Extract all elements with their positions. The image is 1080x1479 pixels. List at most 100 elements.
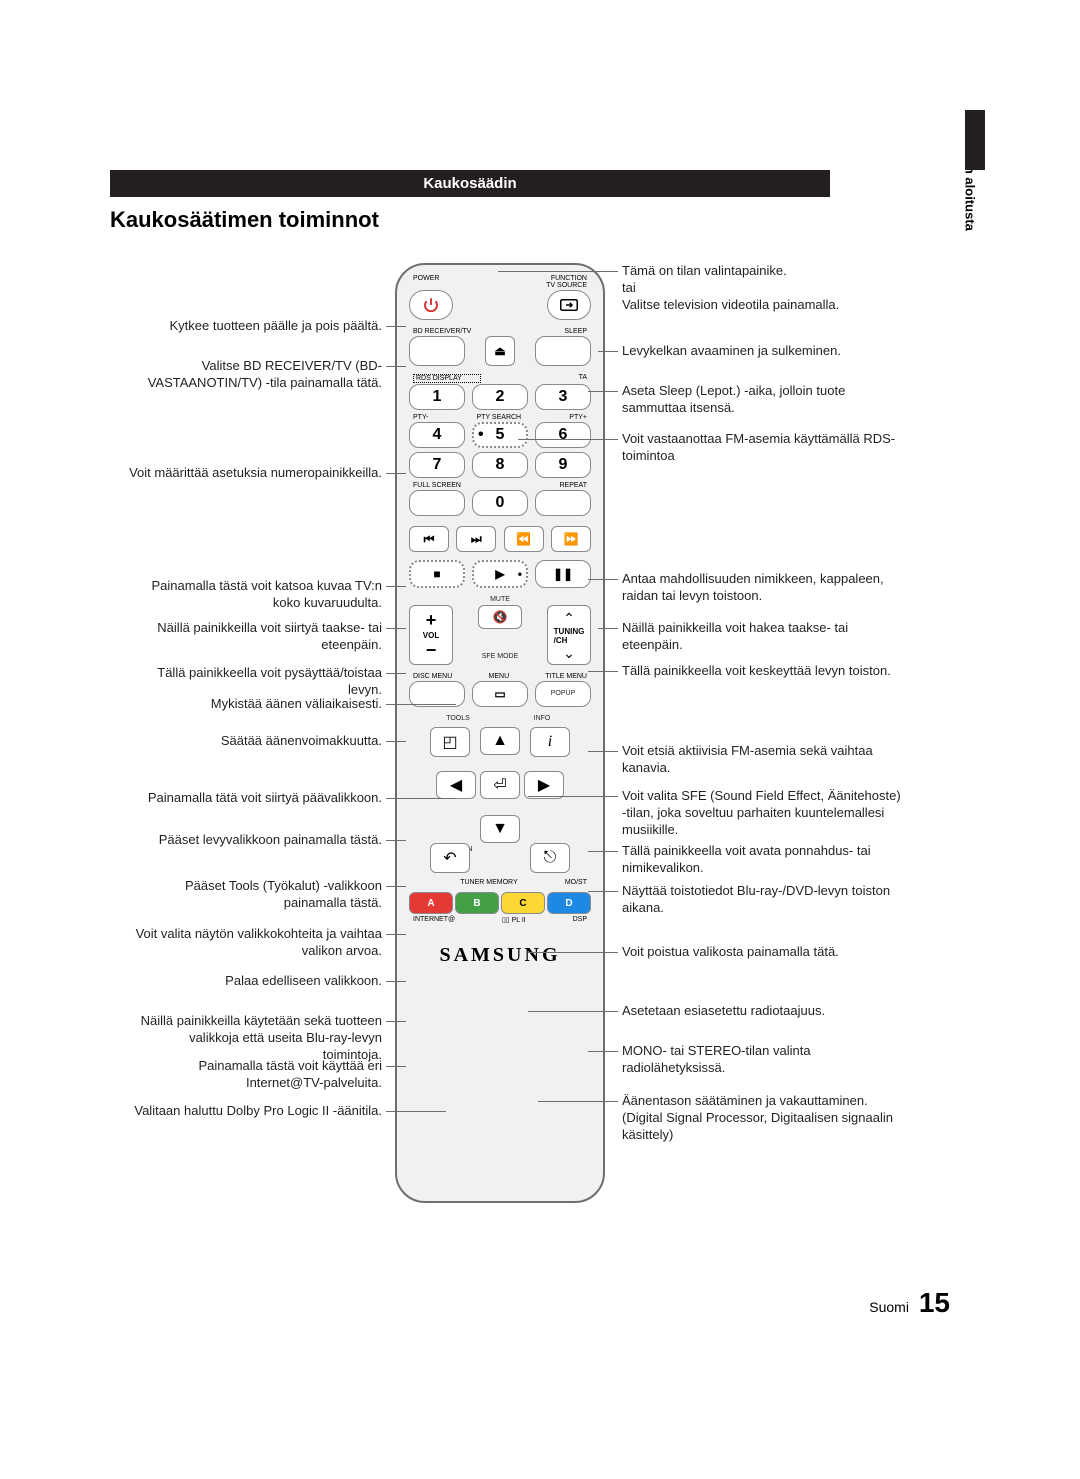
callout-left: Pääset levyvalikkoon painamalla tästä. bbox=[159, 832, 382, 849]
brand-logo: SAMSUNG bbox=[409, 944, 591, 967]
remote-body: POWERFUNCTIONTV SOURCE BD RECEIVER/TVSLE… bbox=[395, 263, 605, 1203]
callout-right: Tällä painikkeella voit avata ponnahdus-… bbox=[622, 843, 902, 877]
repeat-button[interactable] bbox=[535, 490, 591, 516]
label-most: MO/ST bbox=[565, 879, 587, 886]
footer-text: Suomi bbox=[869, 1299, 909, 1315]
callout-right: Äänentason säätäminen ja vakauttaminen. … bbox=[622, 1093, 902, 1144]
callout-right: Aseta Sleep (Lepot.) -aika, jolloin tuot… bbox=[622, 383, 902, 417]
num-3[interactable]: 3 bbox=[535, 384, 591, 410]
page-footer: Suomi 15 bbox=[869, 1287, 950, 1319]
callout-left: Säätää äänenvoimakkuutta. bbox=[221, 733, 382, 750]
callout-left: Painamalla tästä voit katsoa kuvaa TV:n … bbox=[127, 578, 382, 612]
callout-right: Asetetaan esiasetettu radiotaajuus. bbox=[622, 1003, 825, 1020]
num-5[interactable]: •5 bbox=[472, 422, 528, 448]
power-button[interactable] bbox=[409, 290, 453, 320]
fullscreen-button[interactable] bbox=[409, 490, 465, 516]
enter-button[interactable]: ⏎ bbox=[480, 771, 520, 799]
eject-button[interactable]: ⏏ bbox=[485, 336, 515, 366]
label-pty-plus: PTY+ bbox=[569, 414, 587, 421]
callout-right: Voit vastaanottaa FM-asemia käyttämällä … bbox=[622, 431, 902, 465]
label-tvsource: TV SOURCE bbox=[546, 282, 587, 289]
label-fullscreen: FULL SCREEN bbox=[413, 482, 461, 489]
label-power: POWER bbox=[413, 275, 439, 289]
callout-right: Voit valita SFE (Sound Field Effect, Ään… bbox=[622, 788, 902, 839]
callout-right: Voit etsiä aktiivisia FM-asemia sekä vai… bbox=[622, 743, 902, 777]
remote-diagram: POWERFUNCTIONTV SOURCE BD RECEIVER/TVSLE… bbox=[110, 263, 980, 1263]
label-dpl: ▯▯ PL II bbox=[502, 916, 526, 924]
num-6[interactable]: 6 bbox=[535, 422, 591, 448]
tuning-rocker[interactable]: ⌃ TUNING/CH ⌄ bbox=[547, 605, 591, 665]
label-bdreceiver: BD RECEIVER/TV bbox=[413, 328, 471, 335]
callout-left: Valitaan haluttu Dolby Pro Logic II -ään… bbox=[134, 1103, 382, 1120]
label-dsp: DSP bbox=[573, 916, 587, 924]
num-8[interactable]: 8 bbox=[472, 452, 528, 478]
label-menu: MENU bbox=[489, 673, 510, 680]
return-button[interactable]: ↶ bbox=[430, 843, 470, 873]
callout-left: Palaa edelliseen valikkoon. bbox=[225, 973, 382, 990]
up-button[interactable]: ▲ bbox=[480, 727, 520, 755]
label-titlemenu: TITLE MENU bbox=[545, 673, 587, 680]
num-1[interactable]: 1 bbox=[409, 384, 465, 410]
info-button[interactable]: i bbox=[530, 727, 570, 757]
right-button[interactable]: ▶ bbox=[524, 771, 564, 799]
rewind-button[interactable]: ⏪ bbox=[504, 526, 544, 552]
label-tunermem: TUNER MEMORY bbox=[460, 879, 517, 886]
label-tools: TOOLS bbox=[446, 715, 470, 722]
callout-right: Levykelkan avaaminen ja sulkeminen. bbox=[622, 343, 841, 360]
sleep-button[interactable] bbox=[535, 336, 591, 366]
play-button[interactable]: ▶• bbox=[472, 560, 528, 588]
label-internet: INTERNET@ bbox=[413, 916, 455, 924]
left-button[interactable]: ◀ bbox=[436, 771, 476, 799]
stop-button[interactable]: ■ bbox=[409, 560, 465, 588]
color-d-button[interactable]: D bbox=[547, 892, 591, 914]
color-c-button[interactable]: C bbox=[501, 892, 545, 914]
color-b-button[interactable]: B bbox=[455, 892, 499, 914]
label-pty-search: PTY SEARCH bbox=[477, 414, 522, 421]
label-mute: MUTE bbox=[409, 596, 591, 603]
label-pty-minus: PTY- bbox=[413, 414, 428, 421]
callout-right: MONO- tai STEREO-tilan valinta radiolähe… bbox=[622, 1043, 902, 1077]
label-ch: /CH bbox=[554, 636, 568, 645]
color-a-button[interactable]: A bbox=[409, 892, 453, 914]
callout-right: Näillä painikkeilla voit hakea taakse- t… bbox=[622, 620, 902, 654]
num-2[interactable]: 2 bbox=[472, 384, 528, 410]
tools-button[interactable]: ◰ bbox=[430, 727, 470, 757]
callout-left: Valitse BD RECEIVER/TV (BD-VASTAANOTIN/T… bbox=[127, 358, 382, 392]
skip-fwd-button[interactable]: ⏭ bbox=[456, 526, 496, 552]
callout-left: Voit valita näytön valikkokohteita ja va… bbox=[127, 926, 382, 960]
num-9[interactable]: 9 bbox=[535, 452, 591, 478]
callout-right: Tällä painikkeella voit keskeyttää levyn… bbox=[622, 663, 891, 680]
label-rds: RDS DISPLAY bbox=[413, 374, 481, 383]
label-vol: VOL bbox=[423, 631, 439, 640]
callout-left: Pääset Tools (Työkalut) -valikkoon paina… bbox=[127, 878, 382, 912]
pause-button[interactable]: ❚❚ bbox=[535, 560, 591, 588]
num-0[interactable]: 0 bbox=[472, 490, 528, 516]
down-button[interactable]: ▼ bbox=[480, 815, 520, 843]
callout-left: Näillä painikkeilla voit siirtyä taakse-… bbox=[127, 620, 382, 654]
bdreceiver-button[interactable] bbox=[409, 336, 465, 366]
label-discmenu: DISC MENU bbox=[413, 673, 452, 680]
side-tab-marker bbox=[965, 110, 985, 170]
callout-left: Voit määrittää asetuksia numeropainikkei… bbox=[129, 465, 382, 482]
mute-button[interactable]: 🔇 bbox=[478, 605, 522, 629]
callout-right: Voit poistua valikosta painamalla tätä. bbox=[622, 944, 839, 961]
volume-rocker[interactable]: + VOL − bbox=[409, 605, 453, 665]
num-4[interactable]: 4 bbox=[409, 422, 465, 448]
page-title: Kaukosäätimen toiminnot bbox=[110, 207, 980, 233]
callout-left: Painamalla tätä voit siirtyä päävalikkoo… bbox=[148, 790, 382, 807]
callout-left: Tällä painikkeella voit pysäyttää/toista… bbox=[127, 665, 382, 699]
callout-left: Mykistää äänen väliaikaisesti. bbox=[211, 696, 382, 713]
label-tuning: TUNING bbox=[554, 627, 585, 636]
fastfwd-button[interactable]: ⏩ bbox=[551, 526, 591, 552]
label-function: FUNCTION bbox=[551, 275, 587, 282]
titlemenu-button[interactable]: POPUP bbox=[535, 681, 591, 707]
exit-button[interactable]: ⎋ bbox=[530, 843, 570, 873]
skip-back-button[interactable]: ⏮ bbox=[409, 526, 449, 552]
callout-right: Antaa mahdollisuuden nimikkeen, kappalee… bbox=[622, 571, 902, 605]
source-button[interactable] bbox=[547, 290, 591, 320]
num-7[interactable]: 7 bbox=[409, 452, 465, 478]
section-header: Kaukosäädin bbox=[110, 170, 830, 197]
label-sfe: SFE MODE bbox=[482, 653, 519, 660]
label-repeat: REPEAT bbox=[559, 482, 587, 489]
menu-button[interactable]: ▭ bbox=[472, 681, 528, 707]
